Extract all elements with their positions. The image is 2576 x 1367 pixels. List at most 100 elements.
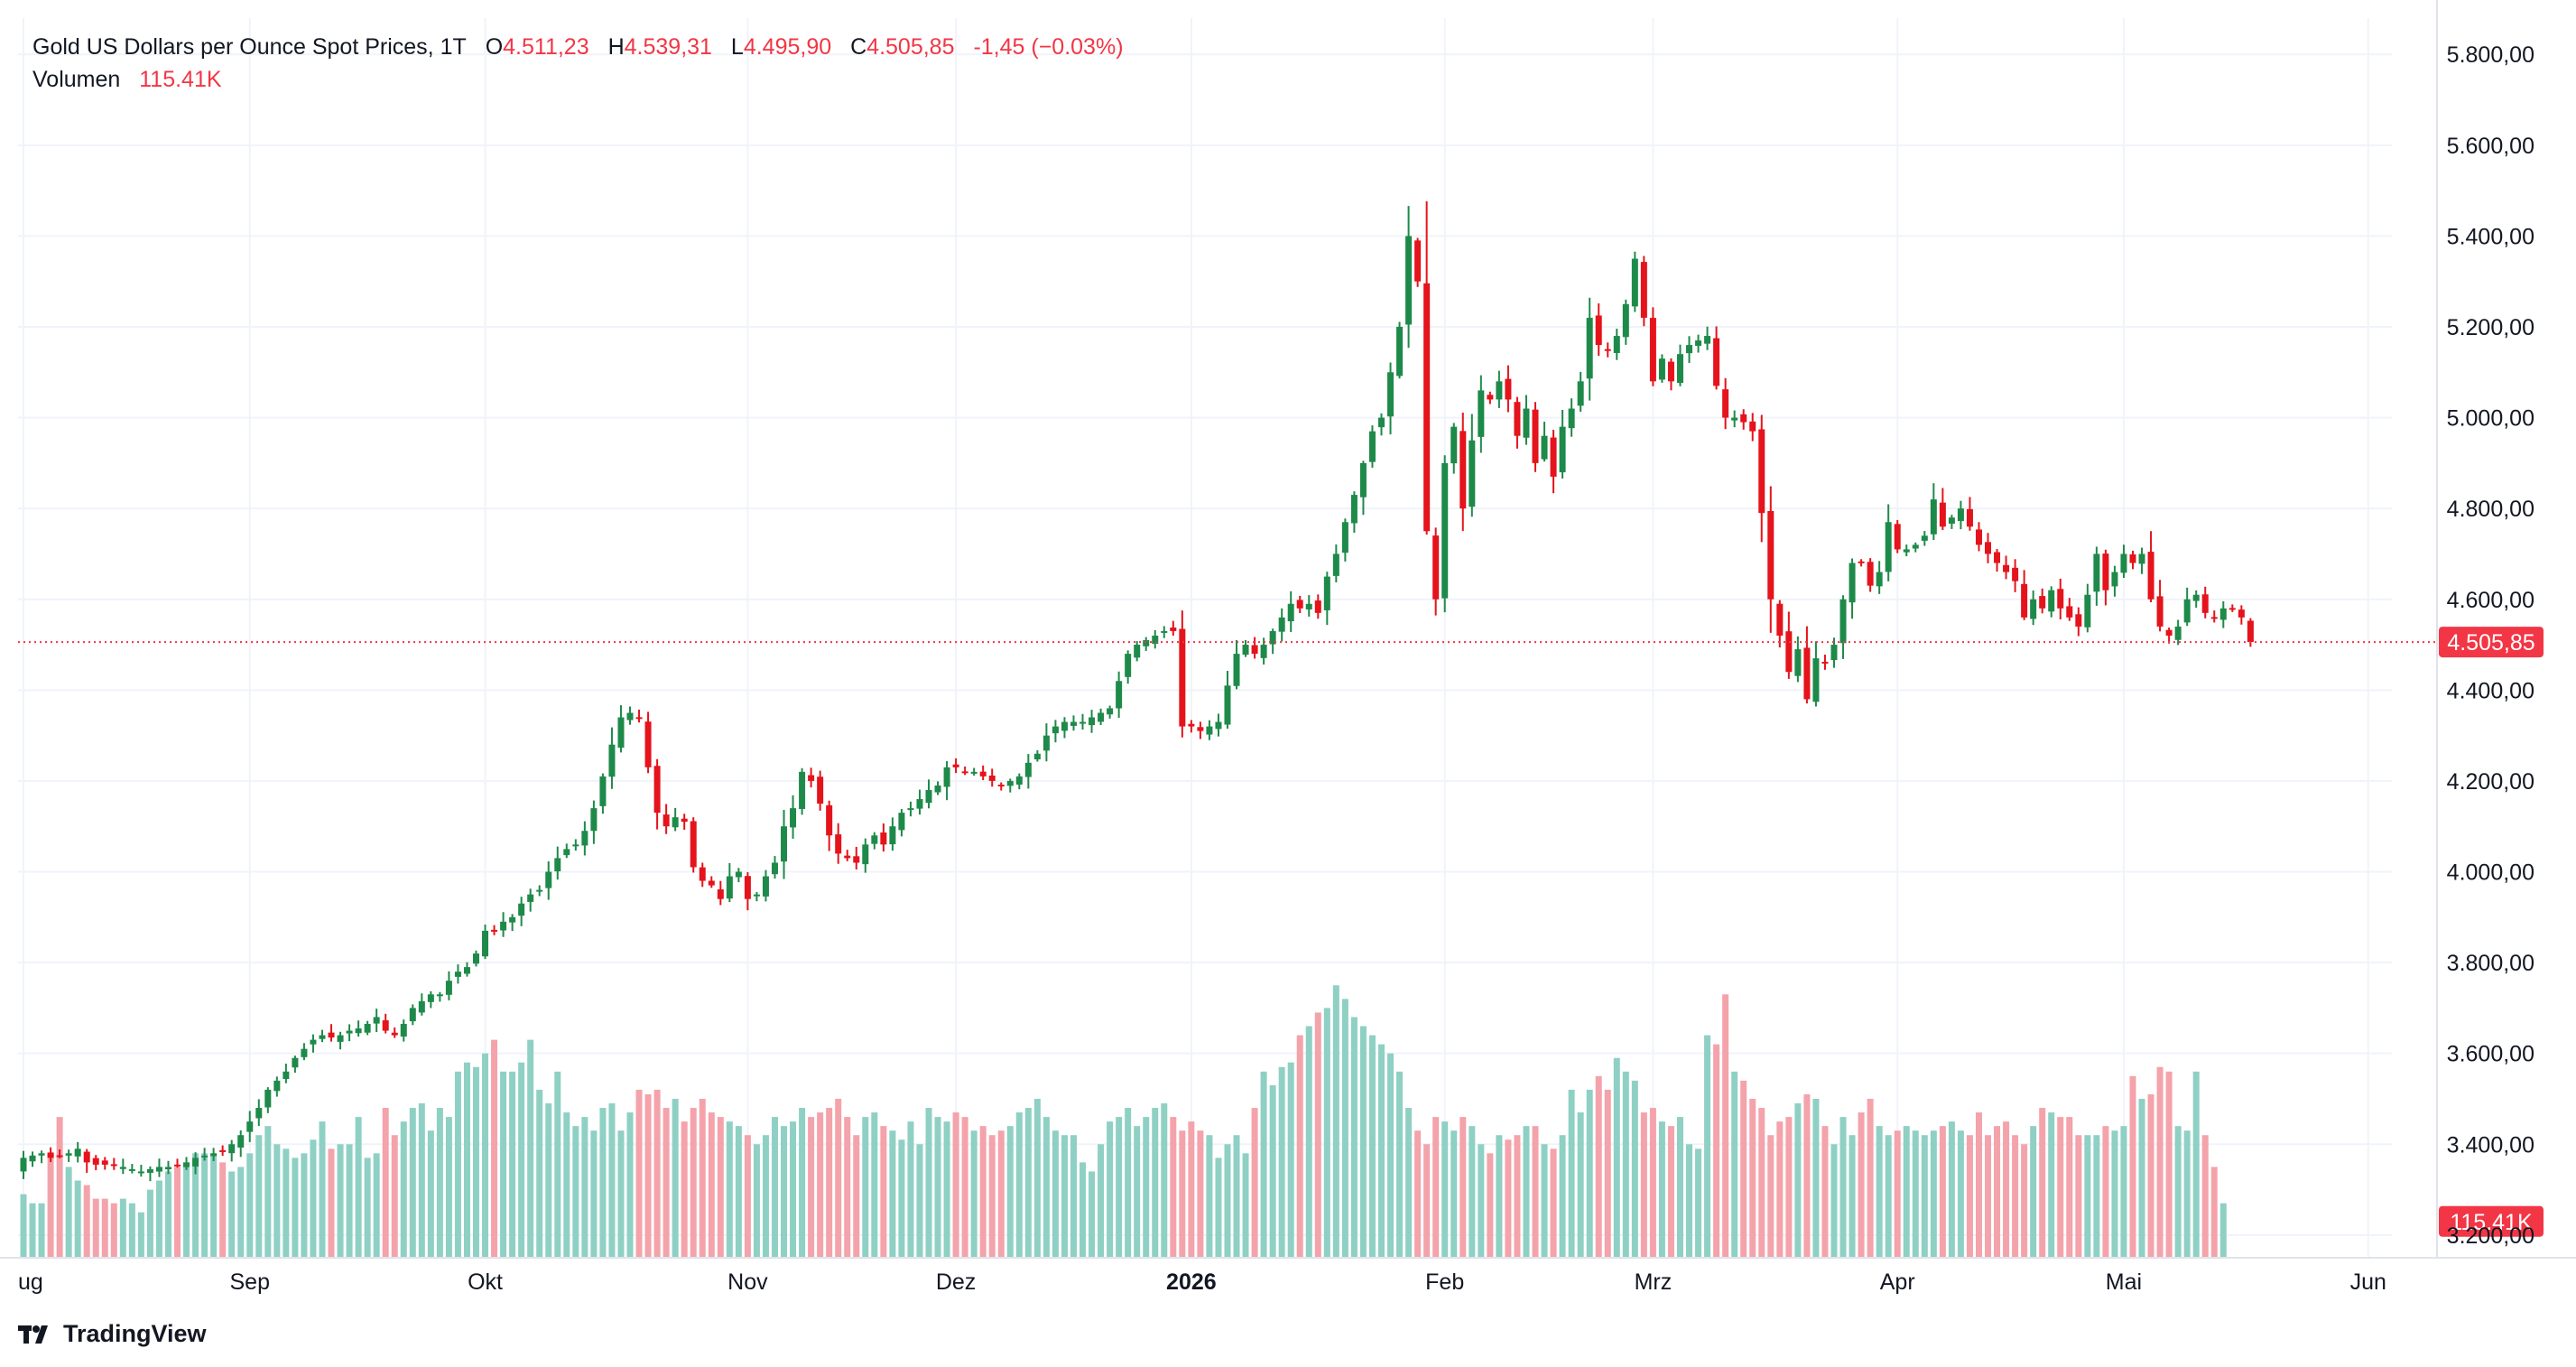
candle-body — [1686, 345, 1693, 354]
volume-bar — [310, 1139, 317, 1258]
candle-body — [210, 1153, 218, 1157]
volume-bar — [2210, 1167, 2218, 1258]
candle-body — [943, 767, 950, 787]
candle-body — [38, 1153, 45, 1156]
candle-body — [1116, 681, 1123, 709]
volume-bar — [907, 1121, 914, 1258]
candle-body — [635, 717, 643, 720]
volume-bar — [1776, 1121, 1784, 1258]
volume-bar — [509, 1071, 516, 1258]
candle-body — [101, 1160, 108, 1165]
volume-bar — [2183, 1130, 2191, 1258]
y-tick-label: 4.600,00 — [2447, 588, 2534, 613]
volume-bar — [1839, 1117, 1847, 1258]
candle-body — [155, 1167, 162, 1172]
volume-bar — [2120, 1126, 2127, 1258]
volume-bar — [219, 1162, 227, 1258]
volume-bar — [2147, 1093, 2154, 1258]
candle-body — [1341, 522, 1348, 553]
candle-body — [418, 1000, 425, 1013]
volume-bar — [916, 1144, 923, 1258]
volume-bar — [581, 1117, 588, 1258]
candle-body — [708, 880, 715, 886]
candle-body — [2093, 553, 2100, 592]
volume-bar — [1812, 1098, 1820, 1258]
volume-bar — [1024, 1108, 1032, 1258]
candle-body — [1170, 628, 1177, 631]
candle-body — [1994, 552, 2001, 563]
volume-bar — [292, 1158, 299, 1258]
candle-body — [1930, 499, 1937, 535]
candle-body — [283, 1071, 290, 1079]
volume-bar — [1758, 1108, 1765, 1258]
volume-bar — [1658, 1121, 1665, 1258]
x-tick-label: Sep — [230, 1269, 270, 1295]
candle-body — [65, 1153, 72, 1156]
volume-bar — [264, 1126, 272, 1258]
candle-body — [862, 844, 869, 865]
candle-body — [1432, 535, 1440, 600]
candle-body — [790, 808, 797, 828]
candle-body — [355, 1028, 362, 1034]
candle-body — [119, 1167, 126, 1169]
candle-body — [1188, 723, 1195, 727]
volume-bar — [83, 1185, 90, 1258]
x-tick-label: Feb — [1425, 1269, 1464, 1295]
candle-body — [1197, 727, 1204, 731]
x-tick-label: Jun — [2350, 1269, 2386, 1295]
volume-bar — [1332, 985, 1339, 1258]
candle-body — [1676, 354, 1683, 384]
candle-body — [1559, 426, 1566, 473]
volume-bar — [744, 1135, 751, 1258]
candle-body — [1215, 721, 1222, 730]
candle-body — [1350, 495, 1357, 524]
candle-body — [110, 1164, 117, 1167]
candle-body — [1052, 726, 1059, 734]
candle-body — [445, 981, 452, 995]
candle-body — [1631, 258, 1638, 307]
candle-body — [1033, 753, 1041, 760]
volume-bar — [1432, 1117, 1440, 1258]
volume-bar — [301, 1153, 308, 1258]
candle-body — [653, 766, 661, 814]
y-tick-label: 4.800,00 — [2447, 497, 2534, 522]
candle-body — [644, 721, 652, 767]
candle-body — [817, 776, 824, 804]
candle-body — [1966, 508, 1973, 527]
candle-body — [1604, 349, 1611, 351]
candle-body — [1550, 437, 1557, 477]
volume-bar — [1894, 1130, 1901, 1258]
volume-bar — [1323, 1008, 1330, 1258]
volume-bar — [273, 1144, 281, 1258]
candle-body — [1758, 429, 1765, 514]
volume-bar — [1749, 1098, 1756, 1258]
volume-bar — [1686, 1144, 1693, 1258]
candle-body — [2165, 629, 2173, 636]
volume-bar — [1089, 1171, 1096, 1258]
volume-bar — [56, 1117, 63, 1258]
volume-bar — [934, 1117, 941, 1258]
candle-body — [1876, 572, 1883, 587]
volume-bar — [988, 1135, 996, 1258]
tradingview-brand[interactable]: TradingView — [18, 1320, 207, 1348]
candle-body — [581, 831, 588, 846]
candle-body — [880, 832, 887, 845]
volume-bar — [346, 1144, 353, 1258]
volume-bar — [572, 1126, 579, 1258]
candle-body — [382, 1020, 389, 1031]
volume-bar — [1305, 1026, 1312, 1258]
candle-body — [1985, 542, 1992, 554]
candle-body — [599, 776, 607, 806]
candle-body — [1667, 361, 1674, 382]
candle-body — [2229, 608, 2236, 610]
volume-bar — [1713, 1044, 1720, 1258]
candle-body — [1305, 603, 1312, 609]
candle-body — [1803, 647, 1811, 700]
candle-body — [554, 858, 561, 872]
volume-bar — [391, 1135, 398, 1258]
candle-body — [1885, 522, 1892, 572]
candle-body — [2147, 552, 2154, 600]
candle-body — [1523, 408, 1530, 438]
candle-body — [2174, 626, 2182, 640]
